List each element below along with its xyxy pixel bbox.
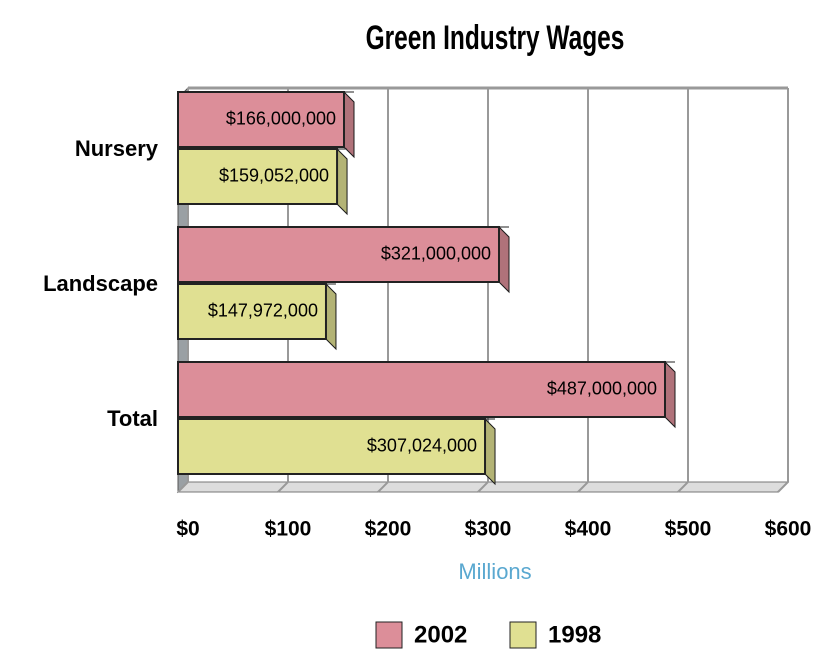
data-label: $321,000,000 — [381, 243, 491, 263]
legend-swatch — [375, 621, 403, 649]
x-tick-label: $100 — [265, 518, 312, 541]
bar-side — [664, 360, 676, 429]
bar — [177, 148, 339, 205]
x-tick-label: $500 — [665, 518, 712, 541]
bar — [177, 283, 327, 340]
data-label: $147,972,000 — [208, 300, 318, 320]
data-label: $159,052,000 — [219, 165, 329, 185]
x-tick-label: $0 — [176, 518, 199, 541]
chart-title: Green Industry Wages — [366, 19, 625, 57]
bar-side — [498, 225, 510, 294]
grid-line — [377, 88, 389, 493]
data-label: $166,000,000 — [226, 108, 336, 128]
grid-line — [477, 88, 489, 493]
bar-side — [343, 90, 355, 159]
x-tick-label: $600 — [765, 518, 812, 541]
bar-side — [484, 417, 496, 486]
y-tick-label: Total — [107, 406, 158, 431]
data-label: $487,000,000 — [547, 378, 657, 398]
bar-side — [336, 147, 348, 216]
x-tick-label: $400 — [565, 518, 612, 541]
bar-side — [325, 282, 337, 351]
legend-swatch — [509, 621, 537, 649]
y-tick-label: Landscape — [43, 271, 158, 296]
grid-line — [777, 88, 789, 493]
legend-label: 2002 — [414, 621, 467, 648]
bar — [177, 226, 500, 283]
grid-line — [177, 88, 189, 493]
grid-line — [677, 88, 689, 493]
bar — [177, 91, 345, 148]
bar — [177, 361, 666, 418]
grid-line — [577, 88, 589, 493]
data-label: $307,024,000 — [367, 435, 477, 455]
y-tick-label: Nursery — [75, 136, 159, 161]
x-tick-label: $300 — [465, 518, 512, 541]
bar — [177, 418, 487, 475]
x-tick-label: $200 — [365, 518, 412, 541]
grid-line — [277, 88, 289, 493]
legend-label: 1998 — [548, 621, 601, 648]
x-axis-label: Millions — [458, 559, 531, 584]
